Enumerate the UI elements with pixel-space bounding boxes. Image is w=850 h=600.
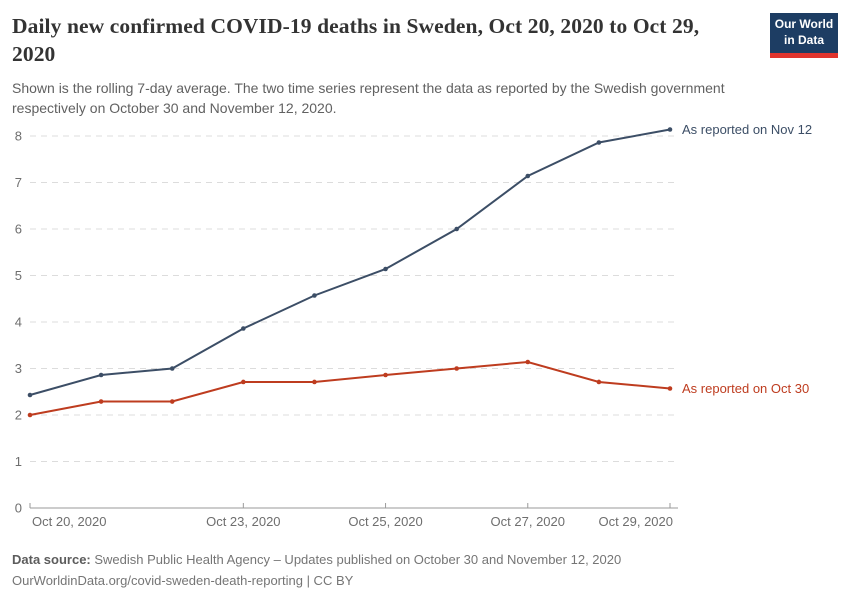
y-axis-tick-label: 5 <box>15 268 22 283</box>
data-source-line: Data source: Swedish Public Health Agenc… <box>12 550 838 571</box>
data-point-marker <box>454 227 459 232</box>
data-source-text: Swedish Public Health Agency – Updates p… <box>94 552 622 568</box>
series-line-0 <box>29 128 671 397</box>
y-axis-tick-label: 8 <box>15 129 22 144</box>
series-line-1 <box>29 361 671 417</box>
data-point-marker <box>454 366 459 372</box>
y-axis-tick-label: 6 <box>15 222 22 237</box>
x-axis-tick-label: Oct 25, 2020 <box>348 514 422 529</box>
chart-header: Daily new confirmed COVID-19 deaths in S… <box>0 0 850 118</box>
line-chart: 0 1 2 3 4 5 6 7 8 Oct 20, 2020 Oct 23, 2020 Oct 25,… <box>15 122 812 529</box>
data-point-marker <box>383 267 388 272</box>
data-point-marker <box>312 380 317 385</box>
y-axis-tick-label: 1 <box>15 454 22 469</box>
data-point-marker <box>667 386 673 392</box>
license-line: OurWorldinData.org/covid-sweden-death-re… <box>12 573 354 589</box>
data-point-marker <box>98 399 104 405</box>
owid-logo-line2: in Data <box>783 33 824 47</box>
owid-logo-line1: Our World <box>774 17 834 32</box>
chart-subtitle: Shown is the rolling 7-day average. The … <box>12 79 725 117</box>
data-point-marker <box>98 373 104 378</box>
x-axis-tick-label: Oct 20, 2020 <box>32 514 106 529</box>
owid-logo[interactable]: Our World in Data <box>770 13 838 58</box>
series-end-label-0: As reported on Nov 12 <box>682 122 812 137</box>
y-axis-tick-label: 2 <box>15 408 22 423</box>
title-block: Daily new confirmed COVID-19 deaths in S… <box>12 13 762 118</box>
data-point-marker <box>27 393 33 398</box>
data-point-marker <box>169 366 175 372</box>
data-point-marker <box>27 413 33 418</box>
data-point-marker <box>596 380 602 385</box>
data-point-marker <box>383 373 388 378</box>
chart-footer: Data source: Swedish Public Health Agenc… <box>0 546 850 592</box>
data-point-marker <box>241 326 246 332</box>
data-point-marker <box>596 140 602 146</box>
data-point-marker <box>667 127 673 133</box>
data-point-marker <box>169 399 175 405</box>
data-point-marker <box>525 174 531 179</box>
y-axis-tick-label: 4 <box>15 315 22 330</box>
x-axis-tick-label: Oct 27, 2020 <box>491 514 565 529</box>
chart-title: Daily new confirmed COVID-19 deaths in S… <box>12 14 700 66</box>
x-axis-tick-label: Oct 23, 2020 <box>206 514 280 529</box>
y-axis-tick-label: 3 <box>15 361 22 376</box>
x-axis-tick-label: Oct 29, 2020 <box>599 514 673 529</box>
data-source-label: Data source: <box>12 552 91 568</box>
chart-area: 0 1 2 3 4 5 6 7 8 Oct 20, 2020 Oct 23, 2020 Oct 25,… <box>0 118 850 546</box>
y-axis-tick-label: 7 <box>15 175 22 190</box>
series-end-label-1: As reported on Oct 30 <box>682 381 809 396</box>
data-point-marker <box>312 293 317 299</box>
data-point-marker <box>525 360 531 365</box>
data-point-marker <box>241 380 246 385</box>
y-axis-tick-label: 0 <box>15 501 22 516</box>
